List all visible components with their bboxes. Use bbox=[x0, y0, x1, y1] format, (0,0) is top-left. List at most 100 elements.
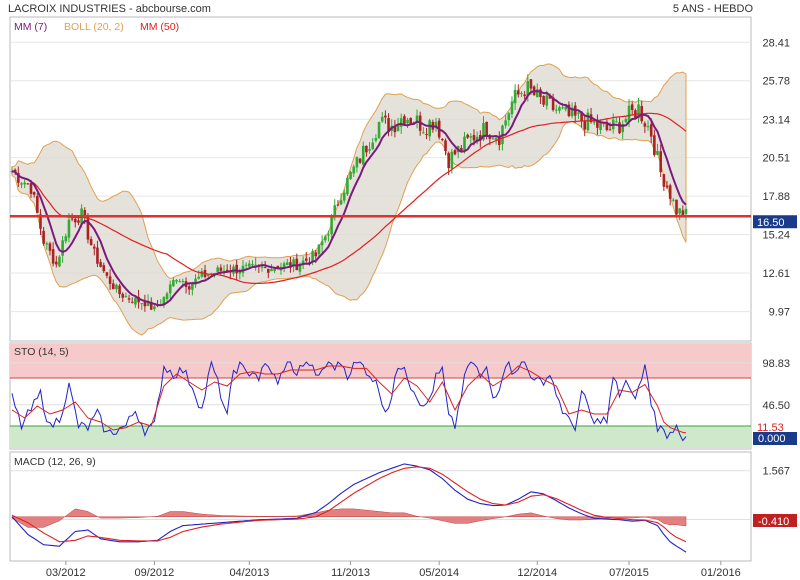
candle-body bbox=[605, 122, 609, 131]
candle-body bbox=[55, 261, 58, 265]
price-y-tick: 28.41 bbox=[762, 37, 790, 49]
candle-body bbox=[77, 220, 80, 223]
sto-d-line bbox=[11, 365, 687, 434]
x-tick-label: 07/2015 bbox=[609, 567, 649, 579]
candle-body bbox=[548, 95, 552, 99]
candle-body bbox=[551, 97, 555, 110]
candle-body bbox=[520, 93, 523, 95]
candle-body bbox=[618, 122, 621, 134]
candle-body bbox=[355, 157, 359, 168]
candle-body bbox=[130, 301, 134, 303]
candle-body bbox=[444, 140, 447, 152]
last-price-value: 16.50 bbox=[757, 217, 785, 229]
candle-body bbox=[64, 236, 68, 242]
candle-body bbox=[475, 136, 479, 143]
candle-body bbox=[320, 241, 324, 246]
candle-body bbox=[507, 113, 511, 121]
candle-body bbox=[61, 240, 64, 256]
candle-body bbox=[428, 120, 431, 137]
candle-body bbox=[17, 172, 20, 183]
candle-body bbox=[187, 286, 191, 290]
candle-body bbox=[89, 239, 93, 246]
price-panel: 28.4125.7823.1420.5117.8815.2412.619.97 … bbox=[9, 16, 797, 342]
candle-body bbox=[545, 95, 549, 106]
candle-body bbox=[140, 303, 144, 305]
candle-body bbox=[577, 112, 580, 114]
candle-body bbox=[327, 234, 330, 236]
candle-body bbox=[51, 249, 55, 264]
candle-body bbox=[425, 133, 428, 135]
candle-body bbox=[29, 183, 33, 194]
candle-body bbox=[596, 121, 599, 128]
candle-body bbox=[403, 116, 406, 125]
candle-body bbox=[621, 123, 625, 133]
candle-body bbox=[653, 135, 656, 156]
legend-boll: BOLL (20, 2) bbox=[64, 21, 124, 33]
ma7-line bbox=[11, 90, 687, 307]
sto-grid bbox=[10, 362, 751, 406]
candle-body bbox=[570, 107, 574, 117]
candle-body bbox=[453, 150, 457, 155]
candle-body bbox=[368, 149, 371, 151]
candle-body bbox=[678, 208, 681, 214]
price-legend: MM (7) BOLL (20, 2) MM (50) bbox=[14, 21, 179, 33]
candle-body bbox=[675, 199, 678, 215]
candle-body bbox=[352, 166, 356, 174]
candle-body bbox=[349, 172, 352, 179]
candle-body bbox=[314, 252, 318, 257]
candle-body bbox=[206, 274, 210, 277]
candle-body bbox=[175, 280, 178, 282]
candle-body bbox=[301, 260, 305, 264]
candle-body bbox=[466, 134, 469, 138]
candle-body bbox=[336, 204, 340, 206]
sto-y-ticks: 98.83 46.50 bbox=[762, 358, 790, 412]
candle-body bbox=[105, 272, 109, 276]
candle-body bbox=[672, 199, 675, 201]
candle-body bbox=[599, 122, 602, 131]
price-y-tick: 23.14 bbox=[762, 114, 790, 126]
candle-body bbox=[504, 120, 507, 126]
candle-body bbox=[172, 279, 175, 287]
candle-body bbox=[567, 104, 571, 117]
candle-body bbox=[510, 101, 514, 115]
macd-y-tick: 1.567 bbox=[762, 466, 790, 478]
candle-body bbox=[529, 79, 533, 89]
sto-legend: STO (14, 5) bbox=[14, 346, 69, 358]
candle-body bbox=[149, 301, 153, 310]
candle-body bbox=[143, 300, 147, 307]
candle-body bbox=[592, 121, 596, 123]
candle-body bbox=[295, 258, 299, 271]
candle-body bbox=[168, 284, 172, 294]
candle-body bbox=[624, 119, 628, 123]
candle-body bbox=[292, 259, 295, 266]
candle-body bbox=[251, 263, 254, 266]
candle-body bbox=[267, 268, 270, 273]
candle-body bbox=[380, 116, 384, 122]
candles bbox=[10, 74, 688, 312]
sto-last-badge bbox=[753, 432, 797, 445]
candle-body bbox=[450, 151, 454, 169]
candle-body bbox=[134, 297, 137, 305]
candle-body bbox=[498, 136, 501, 145]
ma50-line bbox=[11, 112, 687, 284]
sto-last-k: 0.000 bbox=[758, 433, 786, 445]
candle-body bbox=[108, 276, 112, 284]
candle-body bbox=[83, 210, 87, 219]
candle-body bbox=[374, 138, 378, 141]
candle-body bbox=[70, 218, 74, 220]
candle-body bbox=[409, 118, 413, 124]
candle-body bbox=[399, 118, 403, 127]
candle-body bbox=[646, 126, 650, 128]
candle-body bbox=[649, 124, 653, 137]
candle-body bbox=[479, 134, 482, 141]
candle-body bbox=[463, 136, 466, 151]
x-tick-label: 11/2013 bbox=[331, 567, 370, 579]
x-axis-ticks: 03/2012 09/2012 04/2013 11/2013 05/2014 12/20… bbox=[46, 561, 741, 579]
candle-body bbox=[482, 122, 485, 140]
candle-body bbox=[282, 263, 286, 269]
candle-body bbox=[124, 296, 128, 298]
candle-body bbox=[558, 107, 561, 111]
candle-body bbox=[298, 264, 302, 272]
candle-body bbox=[248, 263, 251, 267]
candle-body bbox=[377, 122, 381, 139]
